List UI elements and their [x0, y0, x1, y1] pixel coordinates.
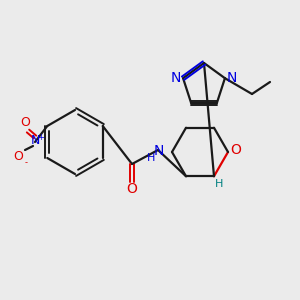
- Text: O: O: [127, 182, 137, 196]
- Text: N: N: [171, 71, 181, 85]
- Text: +: +: [38, 133, 44, 142]
- Text: N: N: [154, 144, 164, 158]
- Text: O: O: [231, 143, 242, 157]
- Text: N: N: [30, 134, 40, 148]
- Text: H: H: [215, 179, 223, 189]
- Text: O: O: [20, 116, 30, 130]
- Text: -: -: [25, 158, 28, 167]
- Text: N: N: [227, 71, 237, 85]
- Text: H: H: [147, 153, 155, 163]
- Text: O: O: [13, 151, 23, 164]
